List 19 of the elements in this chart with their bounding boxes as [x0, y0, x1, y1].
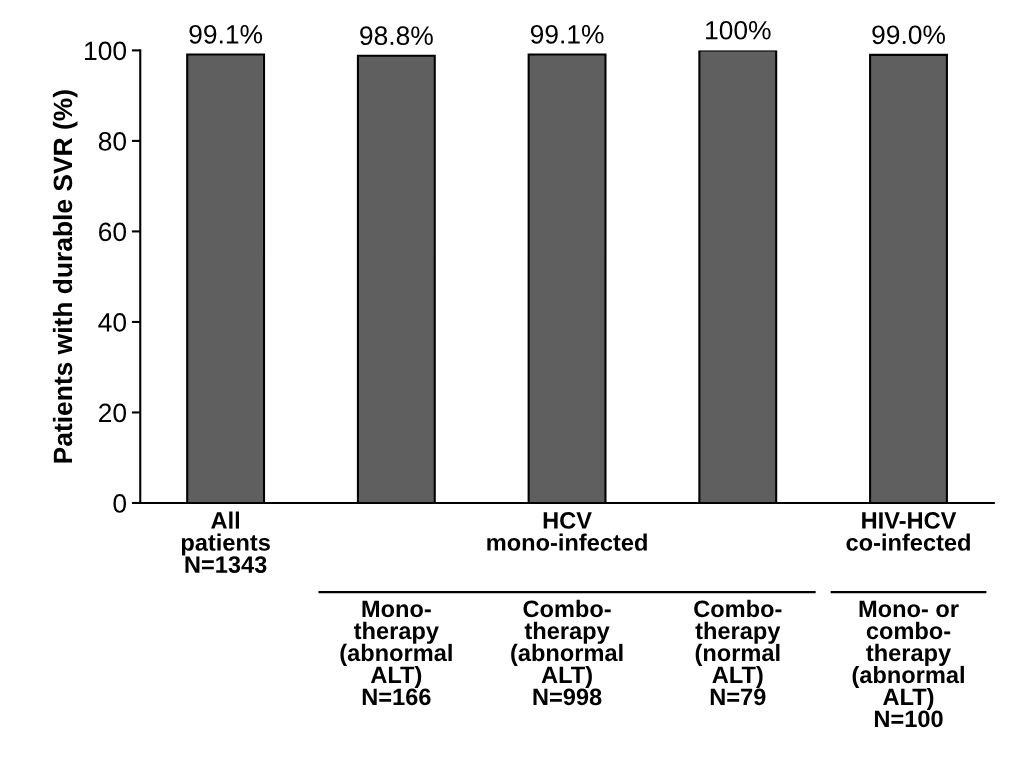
x-tick-label: Combo- therapy (abnormal ALT) N=998	[511, 599, 623, 706]
x-tick-label: Mono- or combo- therapy (abnormal ALT) N=100	[852, 600, 964, 728]
y-tick-label: 0	[113, 494, 127, 513]
data-label: 98.8%	[360, 26, 433, 46]
text: HCV mono-infected	[487, 512, 647, 551]
y-tick-label: 40	[98, 313, 127, 332]
data-label: 100%	[706, 20, 771, 40]
y-tick-label: 100	[85, 41, 127, 61]
y-axis-title: Patients with durable SVR (%)	[52, 90, 78, 463]
x-tick-label: Combo- therapy (normal ALT) N=79	[694, 599, 782, 706]
text: HIV-HCV co-infected	[846, 512, 970, 551]
data-label: 99.1%	[530, 24, 604, 44]
data-label: 99.0%	[872, 25, 945, 45]
y-tick-label: 20	[99, 403, 127, 423]
y-tick-label: 80	[98, 132, 127, 151]
data-label: 99.1%	[189, 24, 263, 44]
y-tick-label: 60	[99, 222, 127, 242]
x-tick-label: Mono- therapy (abnormal ALT) N=166	[340, 600, 452, 706]
x-tick-label: All patients N=1343	[181, 511, 270, 573]
